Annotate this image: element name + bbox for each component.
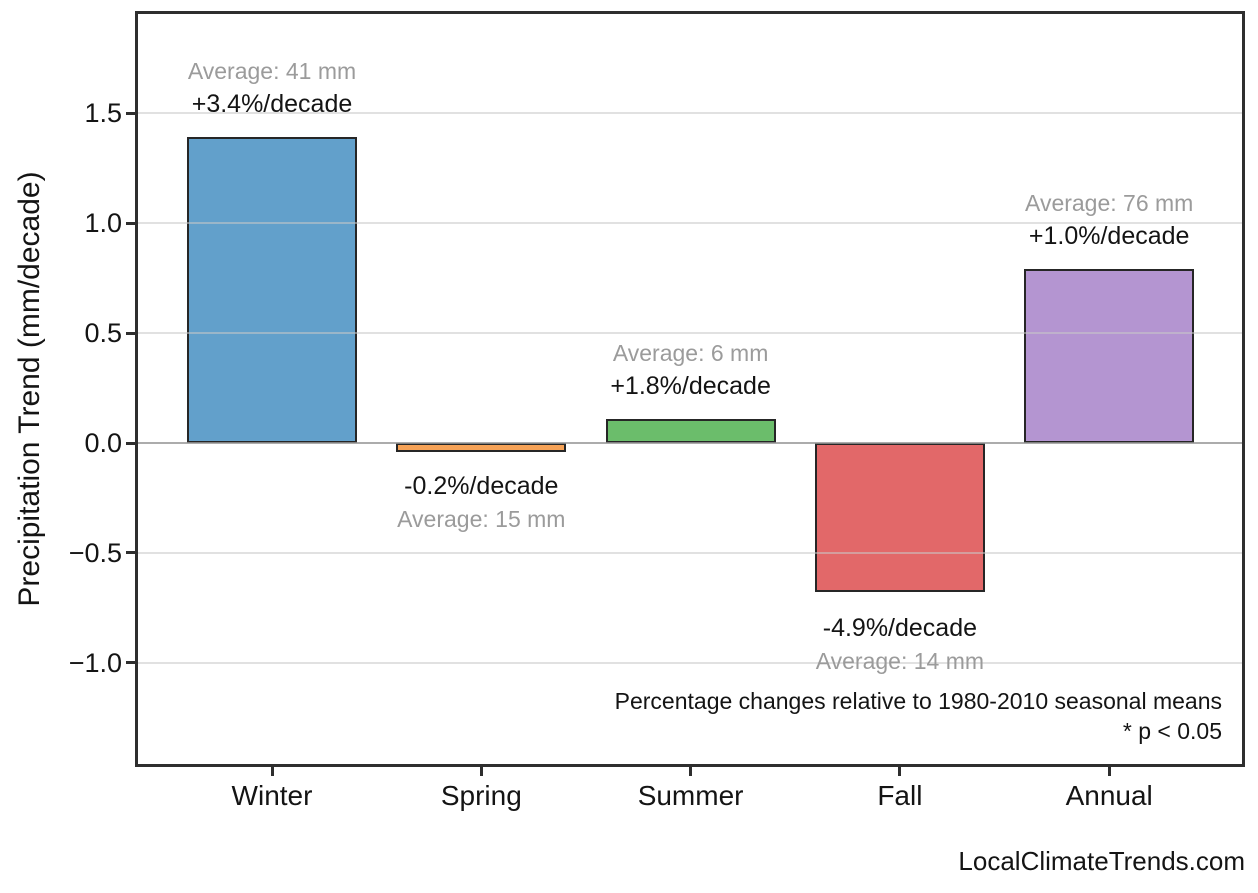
bar-spring xyxy=(396,443,567,452)
bar-percent-label-spring: -0.2%/decade xyxy=(404,471,559,500)
x-tick-label-fall: Fall xyxy=(877,780,923,811)
bar-average-label-fall: Average: 14 mm xyxy=(815,648,985,675)
x-tick-label-winter: Winter xyxy=(231,780,313,811)
plot-annotation: Percentage changes relative to 1980-2010… xyxy=(615,686,1222,746)
footer-brand-link[interactable]: LocalClimateTrends.com xyxy=(958,846,1245,876)
y-tick-label-1.0: 1.0 xyxy=(84,208,122,239)
grid-line-1.0 xyxy=(138,222,1242,225)
bar-average-label-annual: Average: 76 mm xyxy=(1025,190,1194,217)
bar-percent-label-winter: +3.4%/decade xyxy=(191,90,353,119)
bar-summer xyxy=(605,418,776,443)
x-tick-mark-spring xyxy=(479,767,483,776)
bar-average-label-spring: Average: 15 mm xyxy=(397,505,566,532)
y-tick-mark-−1.0 xyxy=(126,661,136,665)
y-tick-label-1.5: 1.5 xyxy=(84,98,122,129)
annotation-line-1: Percentage changes relative to 1980-2010… xyxy=(614,688,1222,714)
x-tick-mark-summer xyxy=(689,767,693,776)
bar-average-label-winter: Average: 41 mm xyxy=(187,58,357,85)
y-tick-mark-0.5 xyxy=(126,331,136,335)
x-tick-mark-annual xyxy=(1107,767,1111,776)
y-tick-mark-1.5 xyxy=(126,111,136,115)
bar-average-label-summer: Average: 6 mm xyxy=(612,339,769,366)
x-tick-mark-winter xyxy=(270,767,274,776)
x-tick-label-summer: Summer xyxy=(637,780,744,811)
y-tick-mark-0.0 xyxy=(126,441,136,445)
y-tick-label-0.0: 0.0 xyxy=(84,428,122,458)
plot-area: Percentage changes relative to 1980-2010… xyxy=(135,11,1245,767)
grid-line-−0.5 xyxy=(138,551,1242,554)
bar-fall xyxy=(814,443,985,593)
annotation-line-2: * p < 0.05 xyxy=(1122,718,1222,744)
bar-annual xyxy=(1024,269,1195,443)
bar-label-winter: Average: 41 mm +3.4%/decade xyxy=(82,55,462,121)
bar-label-annual: Average: 76 mm +1.0%/decade xyxy=(919,187,1258,253)
grid-line-0.0 xyxy=(138,442,1242,444)
bar-label-summer: Average: 6 mm +1.8%/decade xyxy=(501,337,881,403)
grid-line-0.5 xyxy=(138,332,1242,335)
x-tick-label-annual: Annual xyxy=(1065,780,1153,811)
x-tick-mark-fall xyxy=(898,767,902,776)
x-tick-label-spring: Spring xyxy=(440,780,522,811)
y-tick-mark-1.0 xyxy=(126,221,136,225)
y-tick-label-−1.0: −1.0 xyxy=(68,647,122,678)
grid-line-1.5 xyxy=(138,112,1242,115)
y-tick-label-0.5: 0.5 xyxy=(84,318,122,349)
bar-label-spring: -0.2%/decade Average: 15 mm xyxy=(291,470,671,536)
y-tick-label-−0.5: −0.5 xyxy=(68,537,122,568)
bar-percent-label-annual: +1.0%/decade xyxy=(1028,222,1190,251)
bar-label-fall: -4.9%/decade Average: 14 mm xyxy=(710,612,1090,678)
bar-percent-label-fall: -4.9%/decade xyxy=(822,614,978,643)
grid-line-−1.0 xyxy=(138,661,1242,664)
bar-winter xyxy=(187,137,357,443)
y-tick-mark-−0.5 xyxy=(126,551,136,555)
bar-percent-label-summer: +1.8%/decade xyxy=(610,371,771,400)
